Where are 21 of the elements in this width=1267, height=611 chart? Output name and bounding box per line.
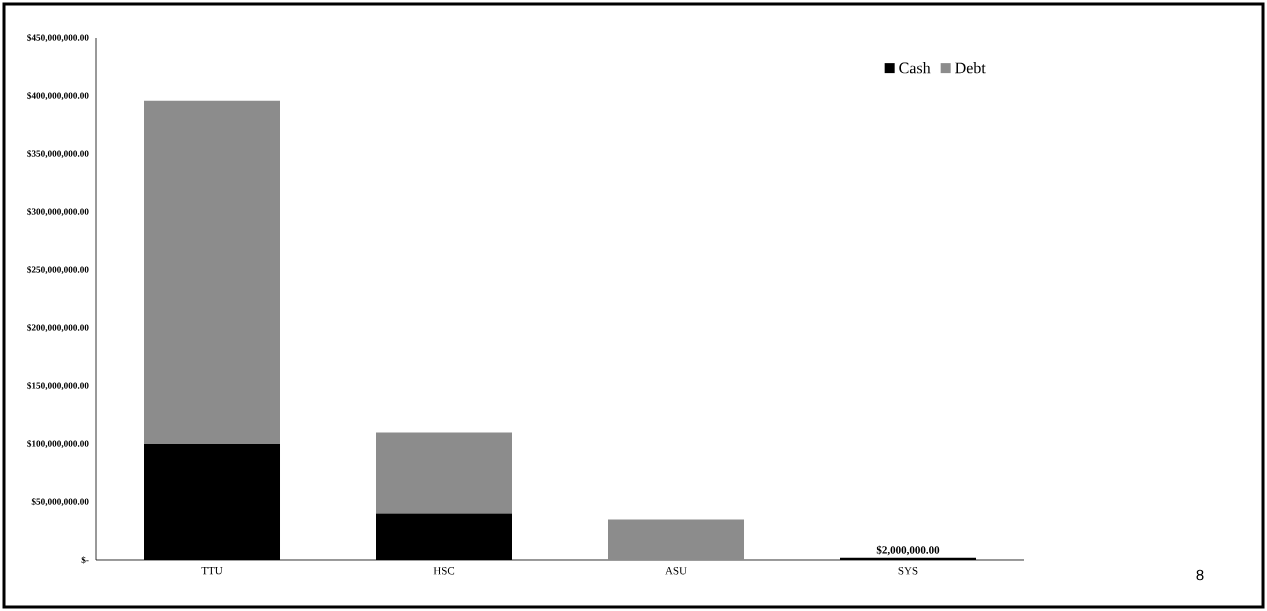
- y-tick-label: $200,000,000.00: [27, 323, 89, 333]
- y-tick-label: $350,000,000.00: [27, 149, 89, 159]
- data-label: $2,000,000.00: [876, 545, 940, 556]
- y-tick-label: $100,000,000.00: [27, 439, 89, 449]
- text: 8: [1196, 569, 1204, 581]
- x-tick-label: HSC: [433, 567, 455, 575]
- y-tick-label: $250,000,000.00: [27, 265, 89, 275]
- y-tick-label: $-: [81, 556, 89, 564]
- x-tick-label: SYS: [898, 567, 918, 575]
- legend-label: Cash: [899, 62, 931, 74]
- y-tick-label: $150,000,000.00: [27, 381, 89, 391]
- x-tick-label: TTU: [201, 567, 223, 575]
- y-tick-label: $300,000,000.00: [27, 207, 89, 217]
- y-tick-label: $400,000,000.00: [27, 91, 89, 101]
- y-tick-label: $50,000,000.00: [31, 497, 89, 507]
- legend-label: Debt: [955, 62, 986, 74]
- bar: [608, 519, 745, 560]
- bar: [144, 100, 280, 444]
- x-tick-label: ASU: [665, 567, 687, 575]
- bar: [376, 432, 512, 514]
- y-tick-label: $450,000,000.00: [27, 33, 89, 43]
